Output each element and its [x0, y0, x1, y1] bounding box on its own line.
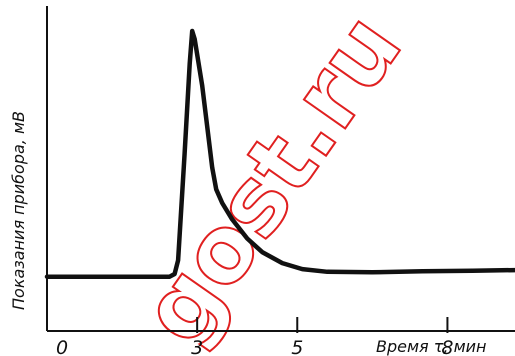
watermark-text: gost.ru: [120, 0, 422, 356]
x-tick-label: 8: [441, 337, 453, 356]
x-tick-label: 5: [291, 337, 303, 356]
y-axis-label: Показания прибора, мВ: [9, 111, 28, 310]
x-axis-label: Время τ, мин: [376, 337, 487, 356]
series-line: [44, 28, 515, 279]
x-ticks: 0 3 5 8: [56, 317, 453, 356]
watermark: gost.ru: [119, 0, 423, 356]
x-tick-label: 0: [56, 337, 68, 356]
x-tick-label: 3: [191, 337, 203, 356]
